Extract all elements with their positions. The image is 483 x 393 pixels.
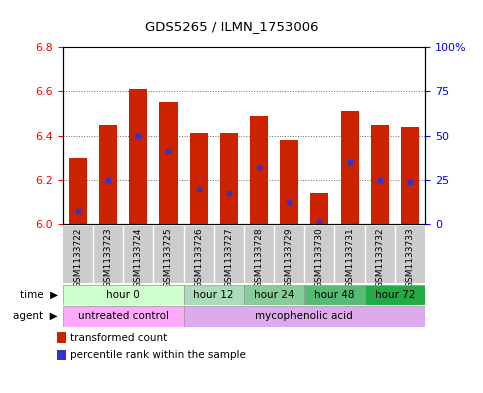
- Text: mycophenolic acid: mycophenolic acid: [256, 311, 353, 321]
- Bar: [184, 285, 244, 305]
- Bar: [304, 285, 365, 305]
- Bar: [220, 133, 238, 224]
- Bar: [280, 140, 298, 224]
- Bar: [250, 116, 268, 224]
- Text: GSM1133732: GSM1133732: [375, 228, 384, 288]
- Bar: [184, 306, 425, 327]
- Text: GSM1133724: GSM1133724: [134, 228, 143, 288]
- Text: hour 72: hour 72: [375, 290, 415, 300]
- Bar: [311, 193, 328, 224]
- Text: GSM1133722: GSM1133722: [73, 228, 83, 288]
- Text: GSM1133731: GSM1133731: [345, 228, 354, 288]
- Bar: [244, 285, 304, 305]
- Bar: [365, 285, 425, 305]
- Text: untreated control: untreated control: [78, 311, 169, 321]
- Text: hour 0: hour 0: [106, 290, 140, 300]
- Text: hour 12: hour 12: [194, 290, 234, 300]
- Text: GSM1133727: GSM1133727: [224, 228, 233, 288]
- Bar: [63, 306, 184, 327]
- Bar: [189, 133, 208, 224]
- Text: transformed count: transformed count: [71, 333, 168, 343]
- Text: GSM1133728: GSM1133728: [255, 228, 264, 288]
- Bar: [99, 125, 117, 224]
- Text: GSM1133725: GSM1133725: [164, 228, 173, 288]
- Text: GSM1133723: GSM1133723: [103, 228, 113, 288]
- Text: agent  ▶: agent ▶: [14, 311, 58, 321]
- Text: GSM1133729: GSM1133729: [284, 228, 294, 288]
- Text: GSM1133730: GSM1133730: [315, 228, 324, 288]
- Text: GSM1133726: GSM1133726: [194, 228, 203, 288]
- Text: percentile rank within the sample: percentile rank within the sample: [71, 350, 246, 360]
- Bar: [371, 125, 389, 224]
- Bar: [63, 285, 184, 305]
- Bar: [401, 127, 419, 224]
- Bar: [57, 350, 67, 360]
- Text: hour 48: hour 48: [314, 290, 355, 300]
- Text: time  ▶: time ▶: [20, 290, 58, 300]
- Text: hour 24: hour 24: [254, 290, 294, 300]
- Bar: [57, 332, 67, 343]
- Text: GSM1133733: GSM1133733: [405, 228, 414, 288]
- Text: GDS5265 / ILMN_1753006: GDS5265 / ILMN_1753006: [145, 20, 319, 33]
- Bar: [341, 111, 358, 224]
- Bar: [159, 103, 178, 224]
- Bar: [69, 158, 87, 224]
- Bar: [129, 89, 147, 224]
